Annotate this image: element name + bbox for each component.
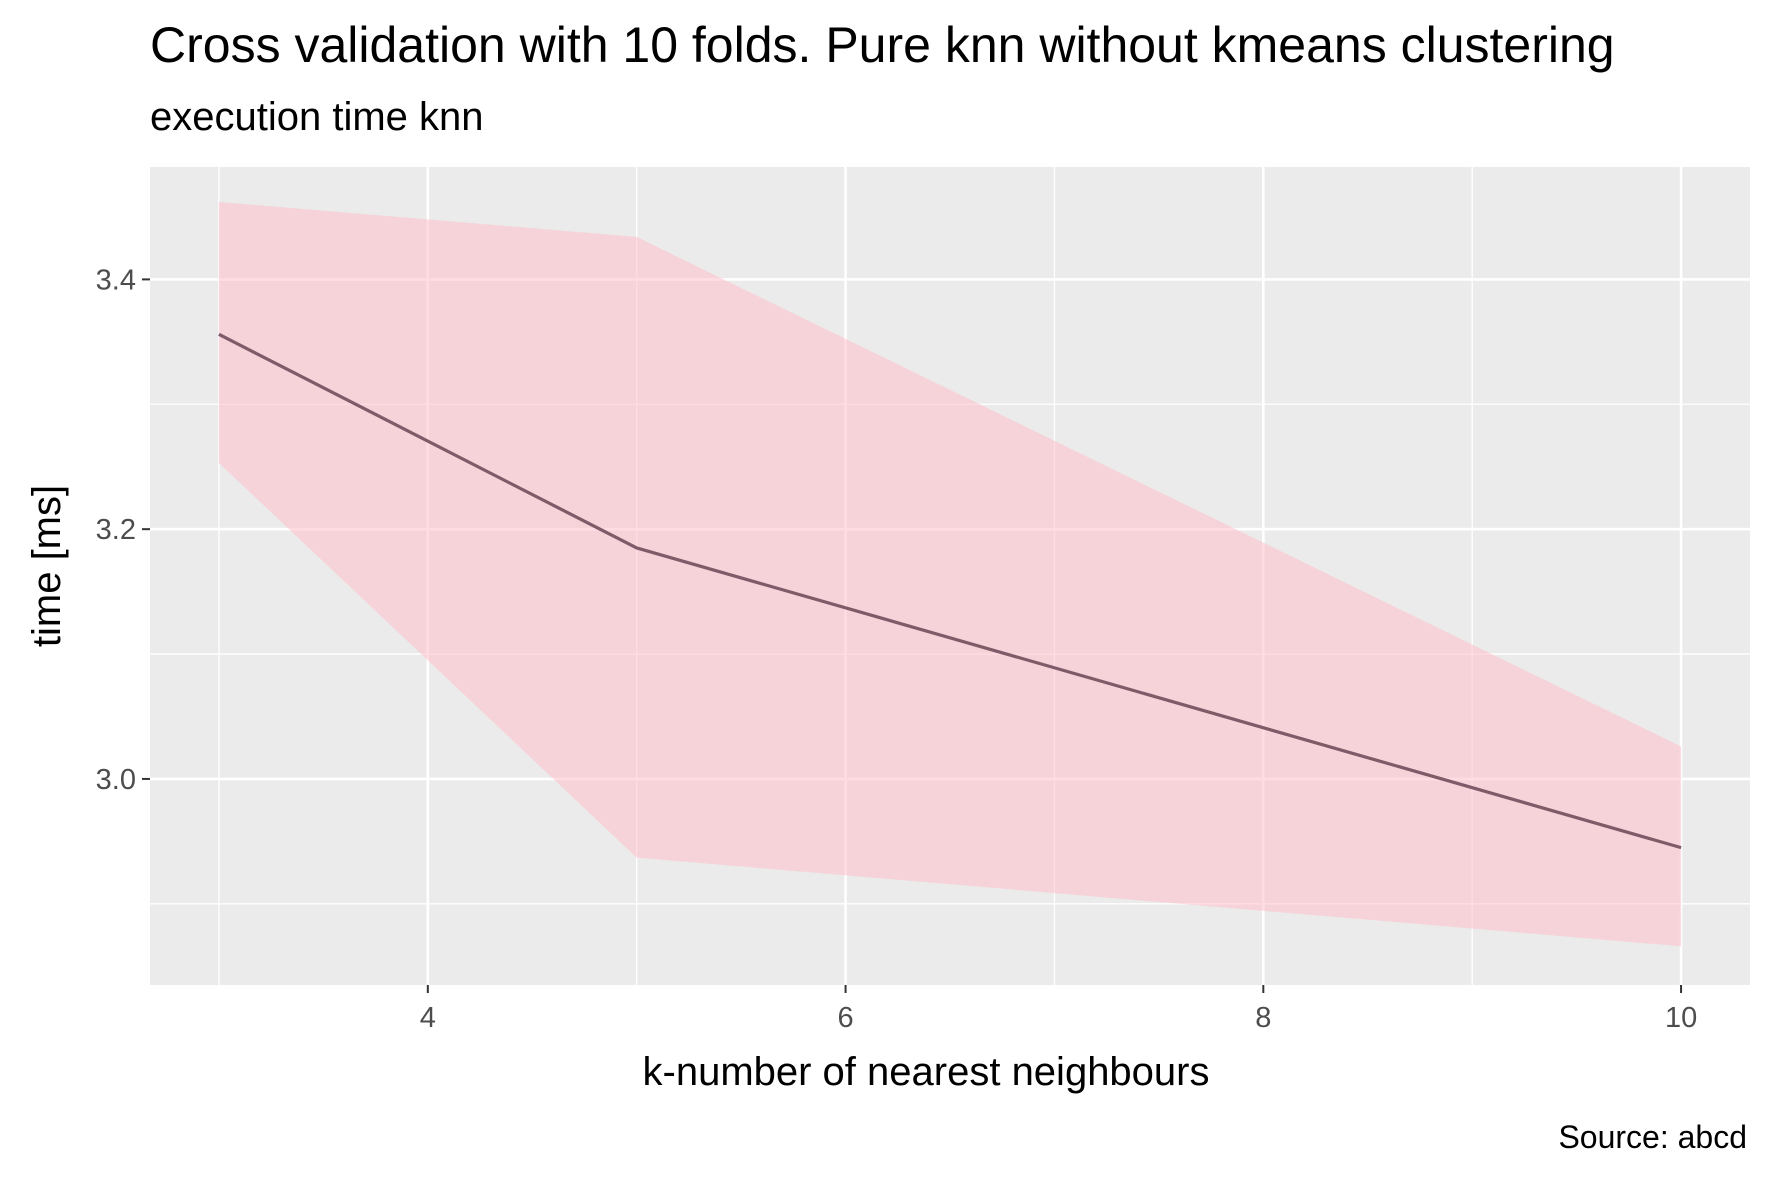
y-tick-label: 3.4 (96, 264, 136, 296)
series-line (218, 332, 1682, 850)
y-tick-label: 3.2 (96, 514, 136, 546)
y-tick-label: 3.0 (96, 764, 136, 796)
y-axis-title: time [ms] (25, 485, 69, 647)
chart-subtitle: execution time knn (150, 95, 484, 139)
chart-title: Cross validation with 10 folds. Pure knn… (150, 17, 1615, 73)
x-tick-label: 6 (837, 1002, 853, 1034)
x-tick-label: 8 (1255, 1002, 1271, 1034)
x-axis-title: k-number of nearest neighbours (643, 1050, 1210, 1094)
x-tick-label: 4 (420, 1002, 436, 1034)
series-layer (218, 201, 1682, 947)
axes-layer: 4 6 8 10 3.0 3.2 3.4 (96, 264, 1698, 1034)
chart-caption: Source: abcd (1558, 1119, 1747, 1155)
x-tick-label: 10 (1665, 1002, 1697, 1034)
confidence-ribbon (218, 201, 1682, 947)
